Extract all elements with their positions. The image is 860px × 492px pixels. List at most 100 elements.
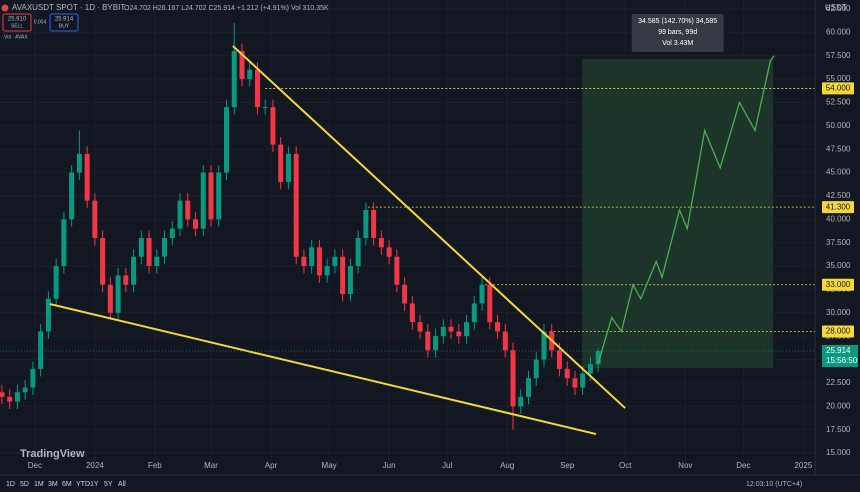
measure-text: 99 bars, 99d	[658, 29, 697, 36]
candle-body	[177, 200, 183, 229]
candle-body	[355, 238, 361, 267]
range-button[interactable]: 1M	[34, 481, 44, 488]
candle-body	[123, 275, 129, 285]
y-tick-label: 17.500	[826, 425, 851, 434]
range-button[interactable]: 6M	[62, 481, 72, 488]
sell-button[interactable]	[2, 13, 32, 32]
x-tick-label: Feb	[148, 461, 162, 470]
candle-body	[456, 331, 462, 337]
y-tick-label: 15.000	[826, 448, 851, 457]
candle-body	[556, 350, 562, 369]
y-tick-label: 22.500	[826, 378, 851, 387]
level-label: 28.000	[826, 327, 851, 336]
candle-body	[7, 396, 13, 402]
y-tick-label: 30.000	[826, 308, 851, 317]
x-tick-label: Sep	[560, 461, 575, 470]
range-button[interactable]: 5D	[20, 481, 29, 488]
range-button[interactable]: 1D	[6, 481, 15, 488]
x-tick-label: 2025	[794, 461, 812, 470]
candle-body	[115, 275, 121, 313]
trendline	[232, 45, 626, 409]
sell-price: 25.910	[8, 17, 27, 23]
candle-body	[541, 331, 547, 360]
candle-body	[464, 322, 470, 337]
candle-body	[448, 326, 454, 332]
x-tick-label: Aug	[500, 461, 514, 470]
candle-body	[14, 392, 20, 402]
level-label: 33.000	[826, 280, 851, 289]
candle-body	[270, 107, 276, 145]
candle-body	[293, 153, 299, 257]
y-tick-label: 55.000	[826, 74, 851, 83]
candle-body	[471, 303, 477, 323]
candle-body	[278, 144, 284, 182]
buy-button[interactable]	[49, 13, 79, 32]
candle-body	[332, 256, 338, 267]
x-tick-label: 2024	[86, 461, 104, 470]
level-tag	[822, 325, 854, 338]
y-tick-label: 42.500	[826, 191, 851, 200]
candle-body	[61, 219, 67, 267]
candle-body	[347, 266, 353, 295]
range-button[interactable]: 3M	[48, 481, 58, 488]
candle-body	[193, 219, 199, 229]
y-tick-label: 37.500	[826, 238, 851, 247]
candle-body	[239, 51, 245, 80]
range-button[interactable]: 1Y	[90, 481, 99, 488]
candle-body	[340, 256, 346, 295]
projection-line	[597, 55, 775, 364]
candle-body	[208, 172, 214, 220]
countdown: 15:56:50	[826, 356, 858, 365]
candle-body	[154, 256, 160, 267]
sell-label: SELL	[11, 23, 23, 29]
candle-body	[417, 322, 423, 332]
y-tick-label: 45.000	[826, 168, 851, 177]
candle-body	[262, 107, 268, 109]
candle-body	[309, 247, 315, 267]
y-tick-label: 50.000	[826, 121, 851, 130]
candle-body	[131, 256, 137, 285]
candle-body	[107, 284, 113, 313]
candle-body	[38, 331, 44, 369]
candle-body	[53, 266, 59, 299]
measure-tooltip	[631, 14, 724, 52]
candle-body	[45, 298, 51, 332]
measure-text: Vol 3.43M	[662, 40, 693, 47]
candle-body	[564, 368, 570, 379]
currency: USDT	[825, 3, 847, 12]
candle-body	[502, 331, 508, 351]
trendline	[49, 303, 597, 436]
level-label: 41.300	[826, 202, 851, 211]
x-tick-label: Nov	[678, 461, 692, 470]
candle-body	[386, 247, 392, 257]
x-tick-label: Jul	[442, 461, 452, 470]
candle-body	[200, 172, 206, 229]
range-button[interactable]: All	[118, 481, 126, 488]
x-tick-label: Jun	[383, 461, 396, 470]
x-tick-label: May	[322, 461, 337, 470]
x-tick-label: Dec	[28, 461, 42, 470]
symbol-icon	[1, 4, 9, 12]
logo: TradingView	[20, 448, 85, 460]
candle-body	[92, 200, 98, 239]
candle-body	[572, 378, 578, 388]
measure-text: 34.585 (142.70%) 34,585	[638, 18, 717, 25]
y-tick-label: 47.500	[826, 144, 851, 153]
candle-body	[231, 51, 237, 108]
candle-body	[30, 368, 36, 388]
range-button[interactable]: YTD	[76, 481, 90, 488]
y-tick-label: 57.500	[826, 51, 851, 60]
level-tag	[822, 82, 854, 95]
candle-body	[69, 172, 75, 220]
last-price-label: 25.914	[826, 346, 851, 355]
candle-body	[223, 107, 229, 173]
spread: 0.004	[34, 19, 47, 25]
x-tick-label: Apr	[265, 461, 278, 470]
candle-body	[580, 373, 586, 388]
candle-body	[146, 238, 152, 267]
range-button[interactable]: 5Y	[104, 481, 113, 488]
candle-body	[595, 351, 601, 365]
candle-body	[402, 284, 408, 304]
last-price-tag	[822, 344, 858, 367]
